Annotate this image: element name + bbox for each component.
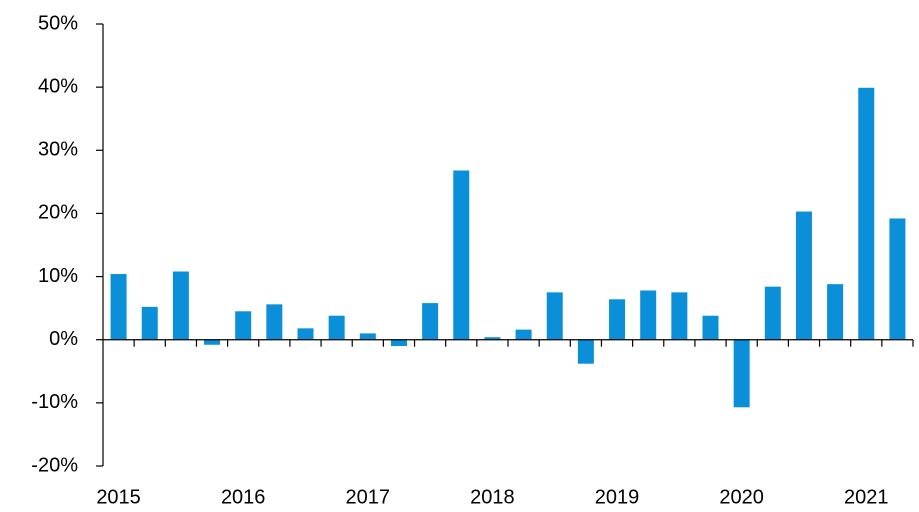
x-tick-label: 2021 xyxy=(844,486,889,508)
x-tick-label: 2017 xyxy=(346,486,391,508)
y-tick-label: 50% xyxy=(38,12,78,34)
y-tick-label: 40% xyxy=(38,75,78,97)
bar xyxy=(266,304,283,340)
bar xyxy=(640,290,657,340)
bar xyxy=(328,315,345,340)
x-tick-label: 2016 xyxy=(221,486,266,508)
bar xyxy=(702,315,719,340)
bar xyxy=(827,284,844,340)
bar xyxy=(297,328,314,340)
y-tick-label: -10% xyxy=(31,391,78,413)
bar xyxy=(110,274,127,340)
bar xyxy=(546,292,563,340)
y-tick-label: -20% xyxy=(31,454,78,476)
bar xyxy=(577,339,594,364)
bar xyxy=(795,211,812,340)
y-tick-label: 30% xyxy=(38,139,78,161)
x-tick-label: 2020 xyxy=(719,486,764,508)
bar xyxy=(172,271,189,340)
bar xyxy=(235,311,252,340)
y-tick-label: 0% xyxy=(49,328,78,350)
bar xyxy=(609,299,626,340)
bar xyxy=(889,218,906,340)
y-tick-label: 20% xyxy=(38,202,78,224)
x-tick-label: 2019 xyxy=(595,486,640,508)
bar xyxy=(764,286,781,340)
bar xyxy=(515,329,532,340)
bar xyxy=(671,292,688,340)
bar xyxy=(858,87,875,340)
y-tick-label: 10% xyxy=(38,265,78,287)
x-tick-label: 2015 xyxy=(96,486,141,508)
bar xyxy=(141,306,158,340)
bar xyxy=(453,170,470,340)
bar xyxy=(733,339,750,408)
x-tick-label: 2018 xyxy=(470,486,515,508)
bar xyxy=(484,337,501,340)
bar xyxy=(390,339,407,347)
bar xyxy=(204,339,221,345)
bar xyxy=(422,303,439,340)
bar xyxy=(359,333,376,340)
